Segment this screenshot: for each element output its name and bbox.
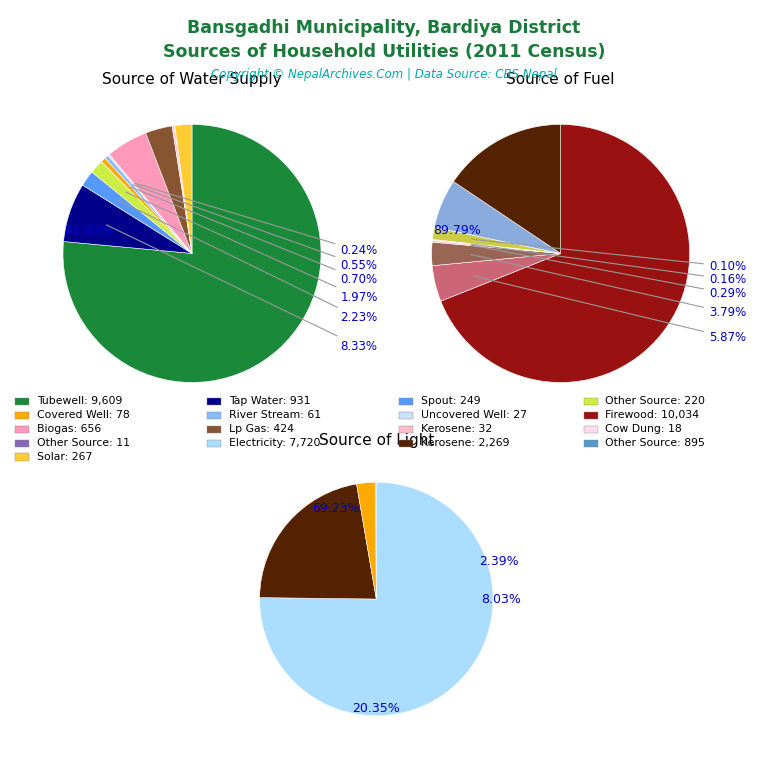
Text: Biogas: 656: Biogas: 656 (37, 425, 101, 435)
Text: Bansgadhi Municipality, Bardiya District
Sources of Household Utilities (2011 Ce: Bansgadhi Municipality, Bardiya District… (163, 19, 605, 61)
Text: Tubewell: 9,609: Tubewell: 9,609 (37, 396, 122, 406)
Text: River Stream: 61: River Stream: 61 (229, 410, 321, 420)
Text: Other Source: 895: Other Source: 895 (605, 439, 705, 449)
Wedge shape (101, 158, 192, 253)
FancyBboxPatch shape (207, 398, 221, 406)
FancyBboxPatch shape (399, 425, 413, 433)
Text: Tap Water: 931: Tap Water: 931 (229, 396, 310, 406)
FancyBboxPatch shape (15, 398, 29, 406)
Text: 85.99%: 85.99% (65, 223, 112, 237)
Wedge shape (432, 227, 561, 253)
Text: Solar: 267: Solar: 267 (37, 452, 92, 462)
Text: 20.35%: 20.35% (353, 702, 400, 715)
Text: Covered Well: 78: Covered Well: 78 (37, 410, 130, 420)
Text: Spout: 249: Spout: 249 (421, 396, 481, 406)
Wedge shape (109, 133, 192, 253)
Wedge shape (63, 124, 321, 382)
FancyBboxPatch shape (584, 412, 598, 419)
Text: 0.70%: 0.70% (131, 187, 378, 286)
Title: Source of Fuel: Source of Fuel (506, 72, 615, 87)
Text: 0.29%: 0.29% (471, 245, 746, 300)
FancyBboxPatch shape (15, 439, 29, 447)
Wedge shape (260, 482, 493, 716)
Wedge shape (434, 181, 561, 253)
FancyBboxPatch shape (584, 439, 598, 447)
Text: Kerosene: 2,269: Kerosene: 2,269 (421, 439, 509, 449)
Wedge shape (64, 185, 192, 253)
Text: 8.03%: 8.03% (482, 593, 521, 605)
Text: Copyright © NepalArchives.Com | Data Source: CBS Nepal: Copyright © NepalArchives.Com | Data Sou… (211, 68, 557, 81)
FancyBboxPatch shape (207, 439, 221, 447)
Wedge shape (432, 253, 561, 301)
FancyBboxPatch shape (15, 453, 29, 461)
FancyBboxPatch shape (15, 412, 29, 419)
Text: Electricity: 7,720: Electricity: 7,720 (229, 439, 320, 449)
Wedge shape (175, 124, 192, 253)
Text: 8.33%: 8.33% (107, 225, 377, 353)
Text: 2.39%: 2.39% (479, 555, 518, 568)
Wedge shape (172, 126, 192, 253)
Title: Source of Water Supply: Source of Water Supply (102, 72, 282, 87)
Wedge shape (82, 172, 192, 253)
Wedge shape (432, 242, 561, 266)
Wedge shape (174, 125, 192, 253)
Text: Kerosene: 32: Kerosene: 32 (421, 425, 492, 435)
Text: 0.10%: 0.10% (472, 239, 746, 273)
Text: 5.87%: 5.87% (473, 276, 746, 344)
Wedge shape (441, 124, 690, 382)
FancyBboxPatch shape (207, 412, 221, 419)
Text: 69.23%: 69.23% (312, 502, 359, 515)
Wedge shape (356, 482, 376, 599)
FancyBboxPatch shape (584, 398, 598, 406)
Text: Lp Gas: 424: Lp Gas: 424 (229, 425, 294, 435)
Text: 0.55%: 0.55% (133, 185, 377, 272)
FancyBboxPatch shape (584, 425, 598, 433)
FancyBboxPatch shape (207, 425, 221, 433)
Wedge shape (453, 124, 561, 253)
Wedge shape (108, 154, 192, 253)
Text: 3.79%: 3.79% (471, 254, 746, 319)
Wedge shape (105, 155, 192, 253)
FancyBboxPatch shape (399, 412, 413, 419)
FancyBboxPatch shape (399, 439, 413, 447)
Text: 89.79%: 89.79% (433, 223, 481, 237)
FancyBboxPatch shape (399, 398, 413, 406)
Text: Other Source: 220: Other Source: 220 (605, 396, 705, 406)
Text: Cow Dung: 18: Cow Dung: 18 (605, 425, 682, 435)
Text: 0.16%: 0.16% (471, 244, 746, 286)
Text: 1.97%: 1.97% (126, 192, 378, 304)
Text: Firewood: 10,034: Firewood: 10,034 (605, 410, 700, 420)
Wedge shape (146, 126, 192, 253)
Wedge shape (92, 161, 192, 253)
Text: 0.24%: 0.24% (134, 184, 378, 257)
Wedge shape (432, 240, 561, 253)
Wedge shape (260, 484, 376, 599)
Text: Uncovered Well: 27: Uncovered Well: 27 (421, 410, 527, 420)
Title: Source of Light: Source of Light (319, 433, 434, 448)
FancyBboxPatch shape (15, 425, 29, 433)
Wedge shape (432, 240, 561, 253)
Text: 2.23%: 2.23% (119, 200, 378, 324)
Text: Other Source: 11: Other Source: 11 (37, 439, 130, 449)
